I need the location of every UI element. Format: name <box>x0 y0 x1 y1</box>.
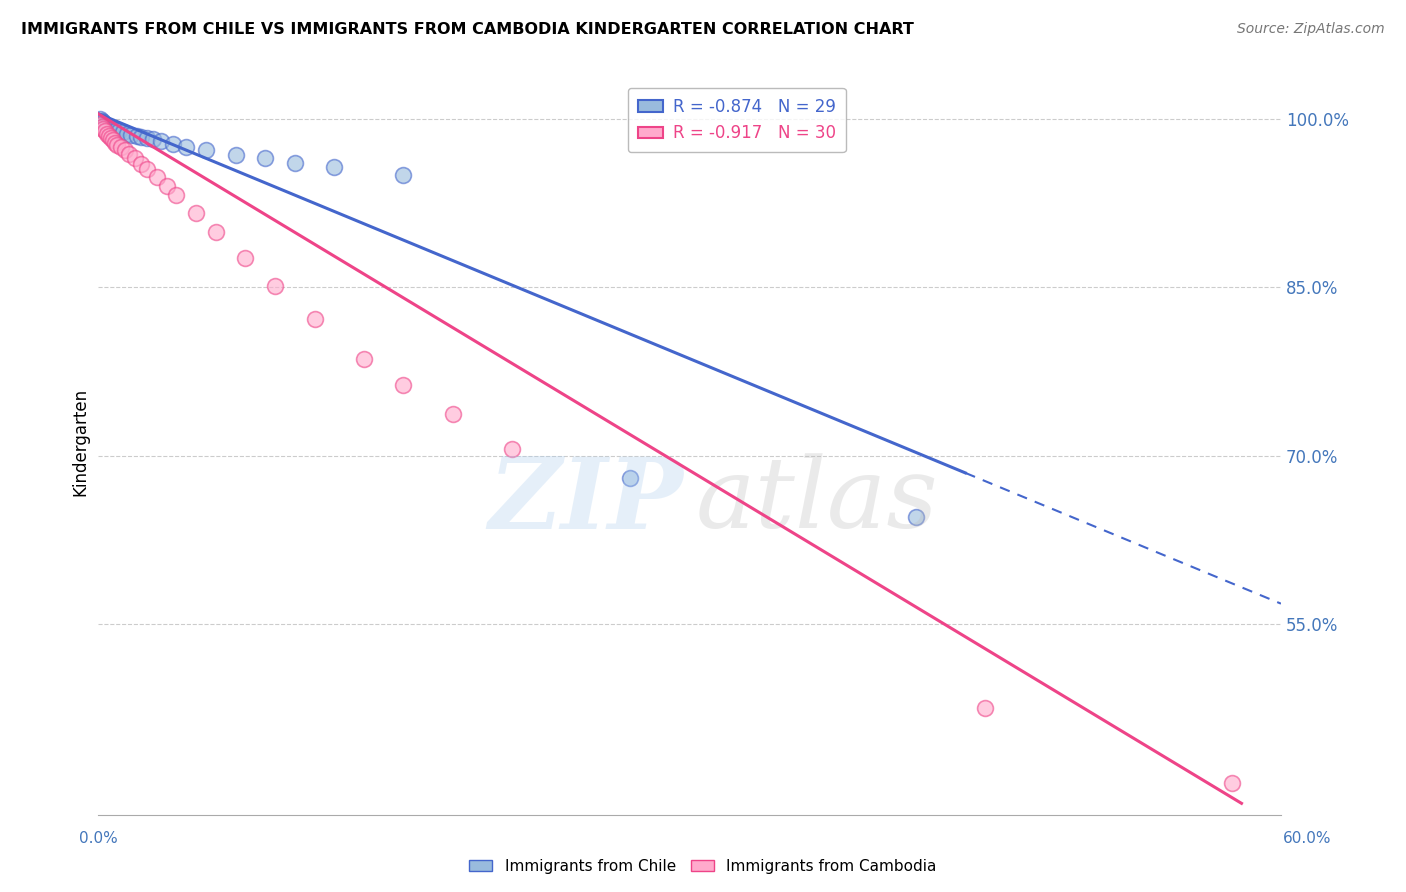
Point <box>501 442 523 456</box>
Point <box>353 352 375 367</box>
Point <box>110 140 132 154</box>
Point <box>100 131 122 145</box>
Point <box>112 126 135 140</box>
Point <box>135 162 157 177</box>
Point <box>100 120 122 135</box>
Point <box>254 151 277 165</box>
Point <box>284 155 307 169</box>
Point <box>98 120 121 134</box>
Point <box>90 114 112 128</box>
Legend: Immigrants from Chile, Immigrants from Cambodia: Immigrants from Chile, Immigrants from C… <box>464 853 942 880</box>
Y-axis label: Kindergarten: Kindergarten <box>72 387 89 496</box>
Point <box>225 148 247 162</box>
Point <box>162 136 184 151</box>
Point <box>90 120 112 134</box>
Point <box>392 377 415 392</box>
Point <box>103 122 125 136</box>
Point <box>392 168 415 182</box>
Point <box>1220 776 1243 790</box>
Point <box>104 123 127 137</box>
Point <box>974 701 997 715</box>
Point <box>135 131 157 145</box>
Point <box>94 124 117 138</box>
Point <box>105 123 128 137</box>
Point <box>103 133 125 147</box>
Text: Source: ZipAtlas.com: Source: ZipAtlas.com <box>1237 22 1385 37</box>
Text: ZIP: ZIP <box>488 453 683 549</box>
Point <box>186 206 208 220</box>
Point <box>323 160 346 174</box>
Point <box>125 128 148 143</box>
Legend: R = -0.874   N = 29, R = -0.917   N = 30: R = -0.874 N = 29, R = -0.917 N = 30 <box>627 88 845 153</box>
Point <box>155 179 177 194</box>
Point <box>96 127 118 141</box>
Point <box>89 112 111 126</box>
Text: 60.0%: 60.0% <box>1284 831 1331 846</box>
Point <box>304 311 326 326</box>
Point <box>93 122 115 136</box>
Point <box>166 188 188 202</box>
Point <box>104 136 127 150</box>
Point <box>94 118 117 132</box>
Point <box>120 128 142 142</box>
Point <box>114 144 136 158</box>
Text: IMMIGRANTS FROM CHILE VS IMMIGRANTS FROM CAMBODIA KINDERGARTEN CORRELATION CHART: IMMIGRANTS FROM CHILE VS IMMIGRANTS FROM… <box>21 22 914 37</box>
Point <box>195 144 218 158</box>
Point <box>96 119 118 133</box>
Point <box>264 279 287 293</box>
Point <box>98 128 121 143</box>
Point <box>89 118 111 132</box>
Point <box>129 157 152 171</box>
Point <box>149 135 172 149</box>
Point <box>105 137 128 152</box>
Point <box>176 140 198 154</box>
Point <box>905 510 928 524</box>
Point <box>93 115 115 129</box>
Point <box>441 407 464 421</box>
Point <box>619 471 641 485</box>
Point <box>129 130 152 145</box>
Text: atlas: atlas <box>695 453 938 549</box>
Point <box>205 225 228 239</box>
Point <box>108 124 131 138</box>
Point <box>118 146 141 161</box>
Point <box>145 170 167 185</box>
Point <box>124 151 146 165</box>
Text: 0.0%: 0.0% <box>79 831 118 846</box>
Point <box>115 127 138 141</box>
Point <box>235 251 257 265</box>
Point <box>142 132 165 146</box>
